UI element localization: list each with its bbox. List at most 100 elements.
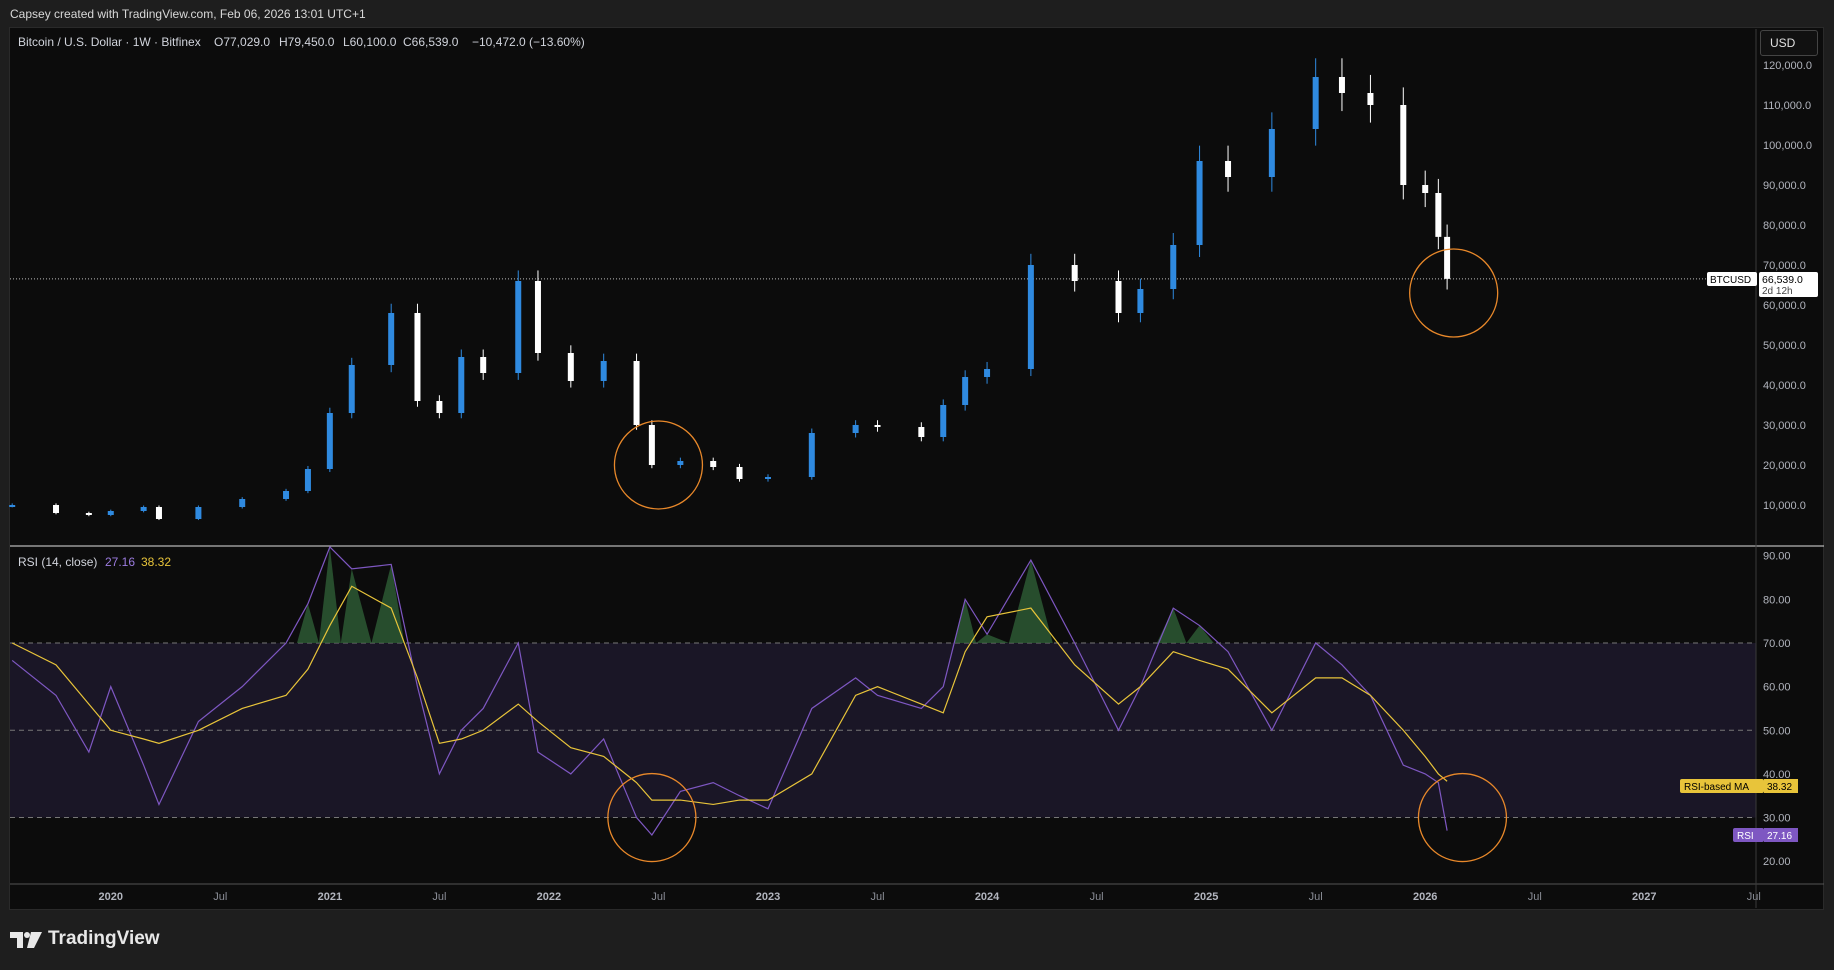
month-tick-label: Jul xyxy=(1528,891,1542,903)
rsi-ma-tag-bg xyxy=(1680,779,1764,793)
year-tick-label: 2025 xyxy=(1194,891,1218,903)
year-tick-label: 2021 xyxy=(318,891,342,903)
rsi-tick-label: 30.00 xyxy=(1763,813,1791,825)
price-candle xyxy=(633,361,640,425)
rsi-overbought-fill xyxy=(976,634,1009,643)
year-tick-label: 2026 xyxy=(1413,891,1437,903)
month-tick-label: Jul xyxy=(1747,891,1761,903)
price-candle xyxy=(107,511,114,515)
price-legend-symbol: Bitcoin / U.S. Dollar · 1W · Bitfinex xyxy=(18,35,201,49)
year-tick-label: 2022 xyxy=(537,891,561,903)
price-candle xyxy=(962,377,969,405)
rsi-value-tag: 27.16 xyxy=(1767,831,1792,842)
rsi-tick-label: 80.00 xyxy=(1763,594,1791,606)
price-candle xyxy=(1137,289,1144,313)
rsi-series xyxy=(11,545,1448,836)
price-candle xyxy=(1435,193,1442,237)
price-candle xyxy=(710,461,717,467)
price-candle xyxy=(600,361,607,381)
price-candle xyxy=(918,427,925,437)
price-candle xyxy=(304,469,311,491)
rsi-tick-label: 50.00 xyxy=(1763,725,1791,737)
price-tick-label: 70,000.0 xyxy=(1763,260,1806,272)
price-tick-label: 120,000.0 xyxy=(1763,60,1812,72)
price-tick-label: 20,000.0 xyxy=(1763,460,1806,472)
rsi-overbought-fill xyxy=(371,564,405,643)
rsi-overbought-fill xyxy=(318,547,341,643)
price-tick-label: 40,000.0 xyxy=(1763,380,1806,392)
highlight-circles xyxy=(607,248,1508,863)
price-tick-label: 100,000.0 xyxy=(1763,140,1812,152)
brand-name: TradingView xyxy=(48,928,160,949)
rsi-ma-value-tag-bg xyxy=(1764,779,1798,793)
price-candle xyxy=(195,507,202,519)
price-candle xyxy=(736,467,743,479)
price-candle xyxy=(534,281,541,353)
price-candle xyxy=(874,425,881,427)
price-candle xyxy=(1071,265,1078,281)
price-candle xyxy=(1400,105,1407,185)
year-tick-label: 2024 xyxy=(975,891,1000,903)
month-tick-label: Jul xyxy=(651,891,665,903)
highlight-circle xyxy=(1417,772,1508,863)
month-tick-label: Jul xyxy=(213,891,227,903)
symbol-tag-bg xyxy=(1707,272,1757,286)
month-tick-label: Jul xyxy=(1309,891,1323,903)
rsi-tag-bg xyxy=(1733,828,1764,842)
rsi-overbought-fill xyxy=(1008,560,1053,643)
price-series xyxy=(9,58,1451,521)
price-candle xyxy=(1027,265,1034,369)
price-candle xyxy=(436,401,443,413)
price-candle xyxy=(1367,93,1374,105)
price-legend-low: L60,100.0 xyxy=(343,35,397,49)
rsi-overbought-fill xyxy=(1156,608,1187,643)
rsi-overbought-fill xyxy=(340,568,372,643)
highlight-circle xyxy=(1409,248,1499,338)
price-candle xyxy=(1422,185,1429,193)
rsi-legend-title: RSI (14, close) xyxy=(18,555,97,569)
price-candle xyxy=(808,433,815,477)
rsi-tag: RSI xyxy=(1737,831,1754,842)
price-candle xyxy=(239,499,246,507)
countdown-tag: 2d 12h xyxy=(1762,286,1793,297)
rsi-ma-line xyxy=(11,585,1448,806)
rsi-tick-label: 40.00 xyxy=(1763,769,1791,781)
rsi-value-tag-bg xyxy=(1764,828,1798,842)
price-candle xyxy=(140,507,147,511)
price-tick-label: 110,000.0 xyxy=(1763,100,1811,112)
price-candle xyxy=(155,507,162,519)
price-candle xyxy=(1196,161,1203,245)
rsi-ma-value-tag: 38.32 xyxy=(1767,782,1792,793)
price-candle xyxy=(1115,281,1122,313)
price-legend-close: C66,539.0 xyxy=(403,35,459,49)
price-candle xyxy=(1170,245,1177,289)
price-candle xyxy=(764,477,771,479)
rsi-overbought-fill xyxy=(296,603,319,643)
price-candle xyxy=(1225,161,1232,177)
price-candle xyxy=(940,405,947,437)
rsi-tick-label: 90.00 xyxy=(1763,551,1791,563)
price-legend-high: H79,450.0 xyxy=(279,35,335,49)
rsi-overbought-fill xyxy=(954,599,977,643)
symbol-tag: BTCUSD xyxy=(1710,275,1751,286)
year-tick-label: 2027 xyxy=(1632,891,1656,903)
price-candle xyxy=(567,353,574,381)
price-candle xyxy=(1444,236,1451,279)
price-candle xyxy=(388,313,395,365)
price-tick-label: 60,000.0 xyxy=(1763,300,1806,312)
rsi-tick-label: 20.00 xyxy=(1763,856,1791,868)
rsi-overbought-fill xyxy=(1186,625,1214,643)
rsi-tick-label: 70.00 xyxy=(1763,638,1791,650)
price-tick-label: 50,000.0 xyxy=(1763,340,1806,352)
rsi-ma-tag: RSI-based MA xyxy=(1684,782,1749,793)
price-candle xyxy=(677,461,684,465)
month-tick-label: Jul xyxy=(1090,891,1104,903)
month-tick-label: Jul xyxy=(870,891,884,903)
price-legend-open: O77,029.0 xyxy=(214,35,270,49)
price-candle xyxy=(1312,77,1319,129)
currency-button[interactable]: USD xyxy=(1760,30,1818,56)
highlight-circle xyxy=(607,772,697,863)
price-tick-label: 30,000.0 xyxy=(1763,420,1806,432)
price-candle xyxy=(85,513,92,515)
